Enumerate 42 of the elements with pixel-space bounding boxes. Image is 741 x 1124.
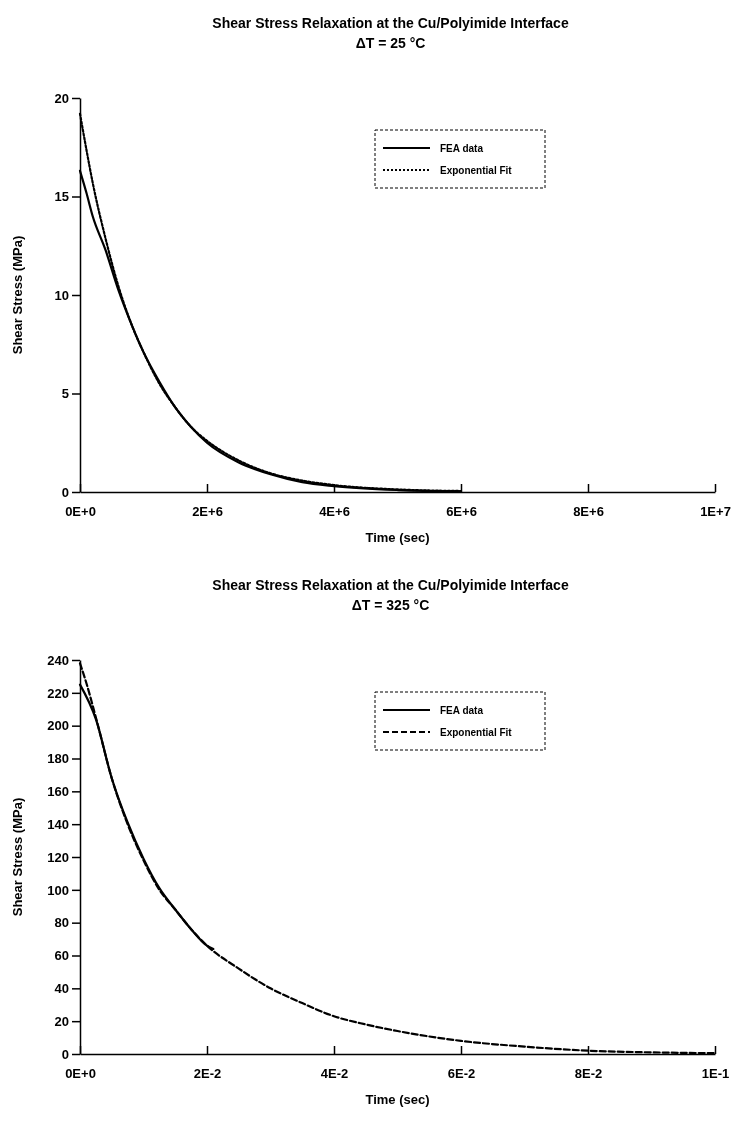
x-tick-label: 8E+6 — [573, 503, 604, 519]
y-tick-label: 140 — [47, 816, 69, 832]
y-tick-label: 40 — [54, 980, 69, 996]
y-tick-label: 100 — [47, 882, 69, 898]
legend-label: FEA data — [440, 705, 484, 716]
legend-label: Exponential Fit — [440, 727, 513, 738]
y-tick-label: 20 — [54, 90, 69, 106]
y-tick-label: 60 — [54, 948, 69, 964]
y-tick-label: 120 — [47, 849, 69, 865]
chart-title: Shear Stress Relaxation at the Cu/Polyimide Interface — [212, 577, 569, 593]
x-tick-label: 2E-2 — [193, 1065, 222, 1081]
y-tick-label: 0 — [61, 484, 69, 500]
y-tick-label: 20 — [54, 1013, 69, 1029]
y-tick-label: 200 — [47, 718, 69, 734]
legend-label: Exponential Fit — [440, 165, 513, 176]
y-tick-label: 80 — [54, 915, 69, 931]
y-tick-label: 0 — [61, 1046, 69, 1062]
x-tick-label: 4E-2 — [320, 1065, 349, 1081]
x-axis-title: Time (sec) — [365, 530, 430, 545]
x-tick-label: 6E+6 — [446, 503, 477, 519]
x-tick-label: 0E+0 — [65, 1065, 96, 1081]
x-tick-label: 6E-2 — [447, 1065, 476, 1081]
y-tick-label: 240 — [47, 652, 69, 668]
x-tick-label: 4E+6 — [319, 503, 350, 519]
x-tick-label: 1E+7 — [700, 503, 731, 519]
chart-subtitle: ΔT = 25 °C — [355, 35, 426, 51]
legend-label: FEA data — [440, 143, 484, 154]
y-axis-title: Shear Stress (MPa) — [10, 797, 25, 917]
y-tick-label: 10 — [54, 287, 69, 303]
y-tick-label: 220 — [47, 685, 69, 701]
x-tick-label: 0E+0 — [65, 503, 96, 519]
chart-title: Shear Stress Relaxation at the Cu/Polyimide Interface — [212, 15, 569, 31]
x-axis-title: Time (sec) — [365, 1092, 430, 1107]
x-tick-label: 1E-1 — [701, 1065, 730, 1081]
y-tick-label: 15 — [54, 189, 69, 205]
y-tick-label: 180 — [47, 751, 69, 767]
x-tick-label: 2E+6 — [192, 503, 223, 519]
x-tick-label: 8E-2 — [574, 1065, 603, 1081]
y-tick-label: 160 — [47, 783, 69, 799]
chart-subtitle: ΔT = 325 °C — [351, 597, 430, 613]
y-tick-label: 5 — [61, 386, 69, 402]
y-axis-title: Shear Stress (MPa) — [10, 235, 25, 355]
